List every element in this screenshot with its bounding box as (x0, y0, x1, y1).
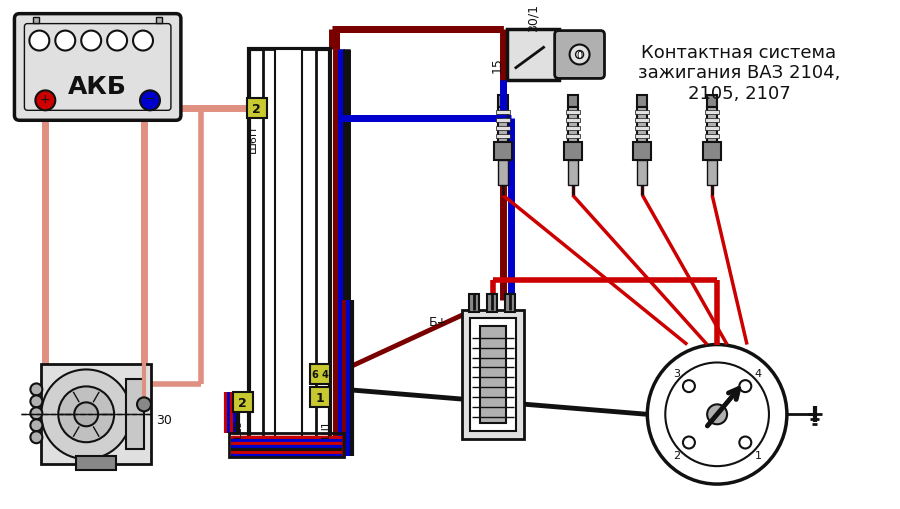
Circle shape (647, 345, 787, 484)
Text: 30: 30 (156, 413, 172, 426)
Text: −: − (145, 93, 155, 106)
Text: Ш8: Ш8 (233, 418, 243, 437)
Bar (568, 108, 578, 143)
Circle shape (74, 403, 98, 427)
Circle shape (683, 437, 695, 448)
Circle shape (41, 370, 131, 459)
Text: Ш1: Ш1 (320, 418, 330, 437)
Bar (41, 365, 151, 464)
Text: 30/1: 30/1 (526, 4, 539, 32)
Bar (498, 108, 508, 143)
Bar (565, 135, 580, 139)
Bar (707, 161, 717, 186)
Circle shape (739, 380, 752, 392)
Circle shape (31, 432, 42, 443)
Circle shape (133, 32, 153, 51)
Bar (635, 127, 649, 131)
Text: 6 4: 6 4 (312, 370, 328, 380)
Bar (565, 119, 580, 123)
Text: 4: 4 (754, 369, 761, 379)
Text: 0: 0 (577, 50, 582, 61)
Bar (233, 392, 253, 412)
Bar (469, 294, 479, 312)
Bar (707, 96, 717, 108)
Bar (635, 135, 649, 139)
Text: 2: 2 (252, 103, 261, 116)
Bar (229, 433, 345, 457)
Bar (637, 108, 647, 143)
Bar (470, 318, 516, 432)
Bar (494, 143, 512, 161)
Circle shape (665, 363, 769, 466)
Circle shape (55, 32, 76, 51)
Text: Ш6П: Ш6П (248, 125, 257, 153)
Bar (637, 96, 647, 108)
Bar (568, 96, 578, 108)
Bar (634, 143, 652, 161)
Text: 3: 3 (672, 369, 680, 379)
Circle shape (137, 398, 151, 411)
Circle shape (683, 380, 695, 392)
Bar (565, 111, 580, 115)
Bar (568, 161, 578, 186)
Bar (487, 294, 497, 312)
Bar (496, 127, 509, 131)
Circle shape (58, 387, 114, 442)
Bar (496, 119, 509, 123)
Bar (706, 127, 719, 131)
Text: АКБ: АКБ (68, 75, 127, 99)
Bar (496, 135, 509, 139)
Circle shape (31, 408, 42, 419)
Circle shape (140, 91, 160, 111)
Bar (33, 18, 40, 23)
Bar (703, 143, 721, 161)
Circle shape (31, 395, 42, 408)
Bar (247, 99, 266, 119)
Circle shape (107, 32, 127, 51)
Circle shape (570, 45, 590, 65)
Bar (76, 456, 116, 470)
Text: 2: 2 (238, 396, 248, 409)
Circle shape (30, 32, 50, 51)
Bar (635, 111, 649, 115)
Bar (707, 108, 717, 143)
Circle shape (739, 437, 752, 448)
Bar (274, 49, 302, 445)
Bar (263, 49, 317, 445)
Circle shape (576, 51, 583, 60)
Bar (635, 119, 649, 123)
Bar (505, 294, 515, 312)
Bar (462, 310, 524, 439)
Circle shape (31, 419, 42, 432)
Bar (156, 18, 162, 23)
Bar (310, 388, 330, 408)
Bar (706, 135, 719, 139)
Bar (706, 119, 719, 123)
Bar (637, 161, 647, 186)
Bar (563, 143, 581, 161)
Bar (498, 161, 508, 186)
FancyBboxPatch shape (14, 15, 181, 121)
FancyBboxPatch shape (554, 32, 605, 79)
Bar (507, 30, 559, 81)
Bar (565, 127, 580, 131)
Text: Контактная система
зажигания ВАЗ 2104,
2105, 2107: Контактная система зажигания ВАЗ 2104, 2… (638, 43, 841, 103)
Bar (126, 380, 144, 449)
Bar (496, 111, 509, 115)
Circle shape (31, 384, 42, 395)
Bar (498, 96, 508, 108)
Circle shape (707, 405, 727, 425)
Text: 15: 15 (491, 58, 503, 73)
Bar (310, 365, 330, 385)
Text: 1: 1 (316, 391, 325, 404)
Bar (480, 326, 506, 423)
Text: 2: 2 (672, 450, 680, 460)
Circle shape (35, 91, 55, 111)
Circle shape (81, 32, 101, 51)
Bar (706, 111, 719, 115)
Text: 1: 1 (754, 450, 761, 460)
Text: Б+: Б+ (428, 316, 448, 328)
Bar (248, 49, 330, 445)
Text: +: + (40, 93, 50, 106)
